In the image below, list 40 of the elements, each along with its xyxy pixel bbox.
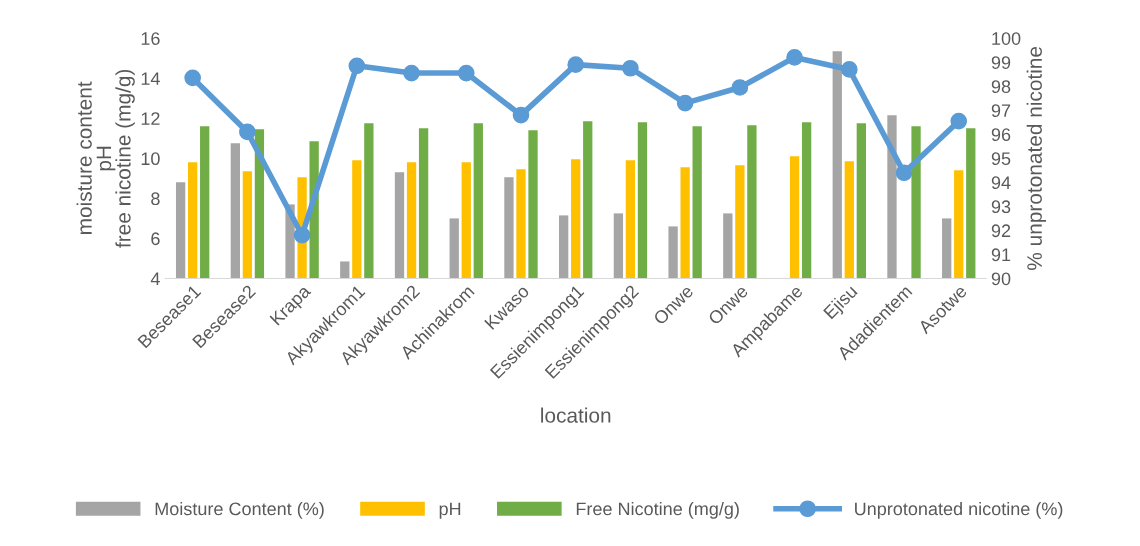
y2-tick-label: 96 [991, 128, 1011, 142]
legend-label: pH [439, 502, 461, 519]
y2-tick-label: 100 [992, 32, 1021, 45]
y-tick-label: 14 [141, 72, 160, 85]
point [403, 64, 420, 82]
y2-tick-label: 93 [991, 200, 1011, 214]
y2-tick-label: 97 [991, 104, 1011, 118]
point [348, 57, 366, 75]
y-tick-label: 8 [151, 192, 160, 206]
y-tick-label: 6 [151, 232, 160, 246]
point [567, 56, 585, 73]
point [731, 79, 749, 96]
y-axis-title: moisture content pH free nicotine (mg/g) [76, 69, 135, 248]
y2-tick-label: 99 [991, 56, 1011, 69]
y-tick-label: 12 [141, 112, 160, 125]
y2-tick-label: 98 [991, 80, 1011, 93]
legend-label: Free Nicotine (mg/g) [576, 502, 739, 519]
point [950, 112, 968, 130]
point [786, 49, 803, 66]
x-axis-title: location [541, 407, 611, 423]
y-tick-label: 10 [141, 152, 160, 166]
y-tick-label: 4 [150, 272, 160, 285]
y2-tick-label: 92 [991, 224, 1011, 238]
point [239, 123, 256, 141]
point [512, 106, 530, 124]
y2-tick-label: 95 [991, 152, 1011, 166]
y2-tick-label: 94 [991, 176, 1011, 190]
y2-axis-title: % unprotonated nicotine [1026, 46, 1047, 270]
point [676, 94, 694, 112]
y2-tick-label: 91 [991, 248, 1011, 262]
y-tick-label: 16 [141, 32, 160, 45]
point [184, 69, 201, 87]
point [622, 59, 639, 77]
y2-tick-label: 90 [991, 272, 1011, 286]
point [895, 164, 913, 182]
point [840, 61, 858, 78]
legend-label: Unprotonated nicotine (%) [855, 502, 1063, 519]
point [293, 226, 311, 244]
legend-label: Moisture Content (%) [155, 502, 324, 519]
point [457, 64, 475, 82]
